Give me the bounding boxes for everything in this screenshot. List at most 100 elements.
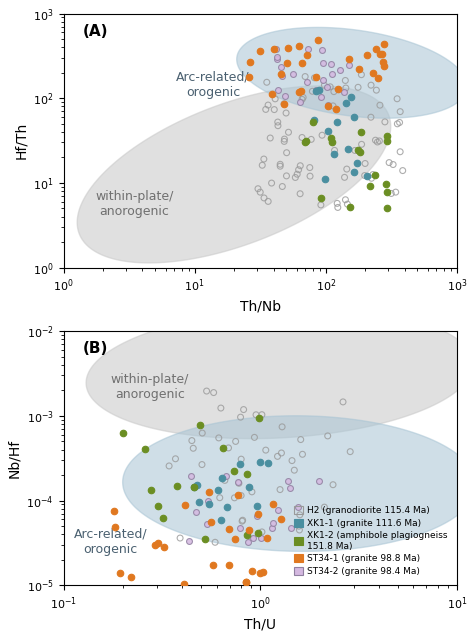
Point xyxy=(225,560,233,570)
Point xyxy=(381,117,389,127)
Point xyxy=(282,91,289,101)
Point xyxy=(374,73,382,83)
Point xyxy=(383,131,391,141)
Point xyxy=(354,82,362,93)
Point xyxy=(369,68,377,78)
Point xyxy=(392,187,400,197)
Point xyxy=(357,127,365,137)
Point xyxy=(264,533,271,543)
Point xyxy=(190,482,198,493)
Point xyxy=(141,444,149,454)
Point xyxy=(181,579,188,590)
Point xyxy=(315,85,323,95)
Point xyxy=(299,57,306,68)
Point xyxy=(341,172,348,182)
Point xyxy=(342,83,350,93)
Point xyxy=(340,87,348,97)
Point xyxy=(367,80,375,91)
Point xyxy=(342,75,349,85)
Point xyxy=(325,101,332,111)
Point xyxy=(293,169,301,179)
Point xyxy=(380,61,387,71)
Point xyxy=(237,523,244,533)
Point xyxy=(281,137,288,147)
Point xyxy=(192,507,200,517)
Point xyxy=(210,387,218,397)
Point xyxy=(333,198,341,209)
Point xyxy=(127,572,135,582)
Point xyxy=(243,530,251,540)
Point xyxy=(332,105,340,115)
Point xyxy=(216,493,224,503)
Point xyxy=(278,63,285,73)
Point xyxy=(278,448,285,458)
Point xyxy=(318,130,326,140)
Point xyxy=(281,134,288,144)
Point xyxy=(330,87,337,97)
Point xyxy=(366,181,374,191)
Point xyxy=(258,410,265,420)
Point xyxy=(383,137,391,147)
Point xyxy=(393,94,401,104)
Point xyxy=(320,502,328,512)
Point xyxy=(315,476,323,486)
Point xyxy=(399,165,407,175)
Point xyxy=(119,428,127,438)
Point xyxy=(346,202,354,212)
Point xyxy=(343,164,351,174)
Point xyxy=(321,174,329,184)
Point xyxy=(274,85,282,95)
Point xyxy=(298,132,306,142)
Point xyxy=(329,101,337,111)
Point xyxy=(336,65,344,75)
Point xyxy=(347,91,355,101)
Point xyxy=(223,502,231,512)
Point xyxy=(309,86,316,96)
Point xyxy=(324,100,331,110)
Point xyxy=(306,171,314,181)
Point xyxy=(173,480,181,491)
Point xyxy=(396,147,404,157)
Point xyxy=(350,112,358,122)
Polygon shape xyxy=(77,86,391,263)
Point xyxy=(172,454,179,464)
Point xyxy=(271,43,278,54)
Point xyxy=(205,499,213,509)
Point xyxy=(258,527,266,537)
Point xyxy=(259,567,267,577)
Point xyxy=(383,203,391,213)
Point xyxy=(214,485,222,495)
Point xyxy=(393,119,401,129)
Point xyxy=(344,144,352,154)
Point xyxy=(319,57,327,68)
Point xyxy=(273,52,281,62)
Point xyxy=(339,397,347,407)
Point xyxy=(396,107,404,117)
Point xyxy=(277,514,284,524)
Point xyxy=(303,77,310,87)
Text: Arc-related/
orogenic: Arc-related/ orogenic xyxy=(74,528,147,556)
Point xyxy=(381,39,388,49)
Point xyxy=(276,484,284,494)
Point xyxy=(278,71,286,81)
Point xyxy=(264,457,272,468)
Point xyxy=(319,45,326,55)
Point xyxy=(361,170,368,181)
Point xyxy=(243,469,250,479)
Point xyxy=(235,477,242,487)
Point xyxy=(290,69,297,79)
Point xyxy=(389,160,397,170)
Point xyxy=(296,161,304,171)
Point xyxy=(221,475,228,486)
Point xyxy=(385,158,393,168)
Point xyxy=(304,43,312,54)
Polygon shape xyxy=(237,27,467,118)
Point xyxy=(245,72,253,82)
Point xyxy=(201,533,209,544)
Point xyxy=(230,466,237,477)
Legend: H2 (granodiorite 115.4 Ma), XK1-1 (granite 111.6 Ma), XK1-2 (amphibole plagiogne: H2 (granodiorite 115.4 Ma), XK1-1 (grani… xyxy=(289,501,452,581)
Point xyxy=(295,521,302,531)
Point xyxy=(199,428,206,438)
Point xyxy=(387,188,395,198)
Point xyxy=(254,528,262,538)
